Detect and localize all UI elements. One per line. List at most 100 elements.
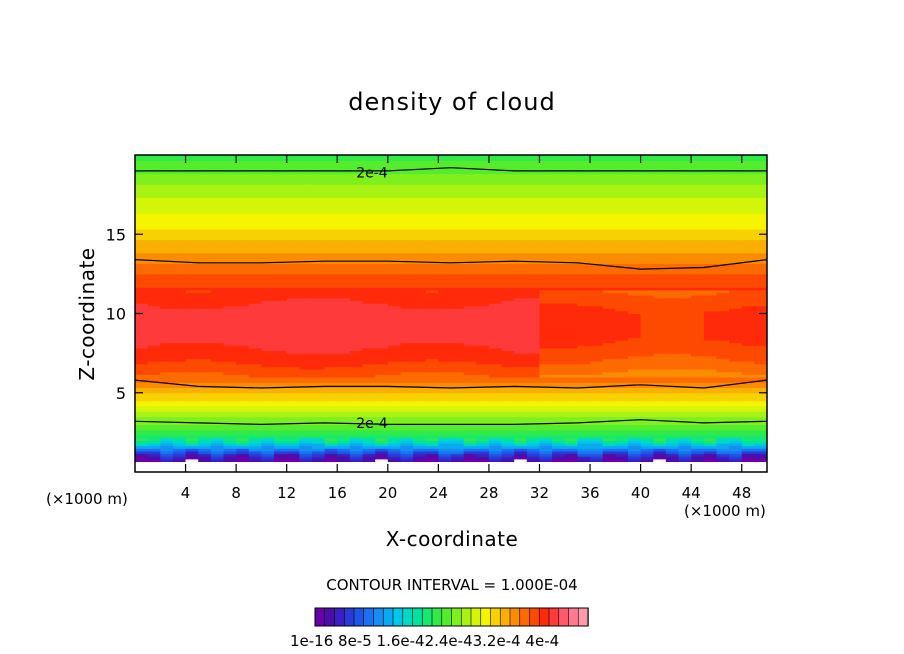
field-cell xyxy=(160,458,174,463)
field-cell xyxy=(413,326,427,330)
field-cell xyxy=(223,199,237,204)
field-cell xyxy=(337,244,351,249)
field-cell xyxy=(564,408,578,412)
field-cell xyxy=(438,255,452,259)
field-cell xyxy=(185,258,199,262)
field-cell xyxy=(754,271,767,275)
field-cell xyxy=(476,210,490,214)
field-cell xyxy=(210,355,225,360)
field-cell xyxy=(627,321,642,325)
field-cell xyxy=(488,289,503,293)
field-cell xyxy=(274,435,288,439)
field-cell xyxy=(691,223,705,227)
field-cell xyxy=(400,289,414,293)
field-cell xyxy=(665,242,680,246)
field-cell xyxy=(665,350,680,354)
field-cell xyxy=(147,382,161,386)
field-cell xyxy=(476,445,490,449)
field-cell xyxy=(552,258,566,262)
field-cell xyxy=(691,260,705,264)
field-cell xyxy=(286,384,300,389)
field-cell xyxy=(590,440,604,444)
field-cell xyxy=(729,358,743,362)
field-cell xyxy=(754,345,767,349)
field-cell xyxy=(286,456,300,460)
field-cell xyxy=(337,392,351,396)
field-cell xyxy=(627,337,642,341)
field-cell xyxy=(451,345,465,349)
field-cell xyxy=(438,398,452,402)
field-cell xyxy=(400,321,414,325)
field-cell xyxy=(741,379,755,383)
field-cell xyxy=(236,392,250,396)
field-cell xyxy=(577,382,591,386)
field-cell xyxy=(564,258,578,262)
field-cell xyxy=(147,284,161,288)
field-cell xyxy=(261,279,275,283)
field-cell xyxy=(236,223,250,227)
field-cell xyxy=(729,210,743,214)
field-cell xyxy=(615,302,629,307)
field-cell xyxy=(653,215,667,219)
field-cell xyxy=(172,334,187,338)
field-cell xyxy=(286,234,300,238)
field-cell xyxy=(729,363,743,367)
field-cell xyxy=(741,308,755,312)
field-cell xyxy=(539,239,553,243)
field-cell xyxy=(627,228,642,233)
field-cell xyxy=(754,376,767,381)
field-cell xyxy=(135,408,149,412)
field-cell xyxy=(539,395,553,399)
field-cell xyxy=(172,440,187,444)
field-cell xyxy=(349,271,364,275)
field-cell xyxy=(387,408,402,412)
field-cell xyxy=(754,424,767,428)
field-cell xyxy=(526,300,541,304)
field-cell xyxy=(299,429,313,433)
field-cell xyxy=(590,207,604,212)
field-cell xyxy=(324,453,338,457)
field-cell xyxy=(147,416,161,420)
field-cell xyxy=(261,355,275,360)
field-cell xyxy=(488,215,503,219)
field-cell xyxy=(311,242,326,246)
field-cell xyxy=(501,273,515,278)
field-cell xyxy=(387,350,402,354)
field-cell xyxy=(488,271,503,275)
field-cell xyxy=(438,347,452,352)
field-cell xyxy=(754,329,767,333)
field-cell xyxy=(286,244,300,249)
field-cell xyxy=(425,432,439,436)
field-cell xyxy=(729,413,743,418)
field-cell xyxy=(678,345,692,349)
field-cell xyxy=(400,247,414,251)
field-cell xyxy=(476,213,490,217)
field-cell xyxy=(261,419,275,423)
field-cell xyxy=(488,239,503,243)
field-cell xyxy=(678,305,692,309)
field-cell xyxy=(286,276,300,280)
field-cell xyxy=(463,223,477,227)
field-cell xyxy=(223,247,237,251)
field-cell xyxy=(311,379,326,383)
field-cell xyxy=(564,453,578,457)
field-cell xyxy=(147,202,161,206)
field-cell xyxy=(590,458,604,463)
field-cell xyxy=(716,239,730,243)
field-cell xyxy=(615,368,629,373)
field-cell xyxy=(172,376,187,381)
field-cell xyxy=(135,398,149,402)
field-cell xyxy=(425,310,439,315)
field-cell xyxy=(526,265,541,270)
field-cell xyxy=(147,207,161,212)
field-cell xyxy=(362,448,376,452)
field-cell xyxy=(198,247,212,251)
field-cell xyxy=(274,448,288,452)
field-cell xyxy=(488,281,503,286)
field-cell xyxy=(286,392,300,396)
field-cell xyxy=(311,313,326,317)
field-cell xyxy=(564,305,578,309)
field-cell xyxy=(286,202,300,206)
field-cell xyxy=(299,398,313,402)
